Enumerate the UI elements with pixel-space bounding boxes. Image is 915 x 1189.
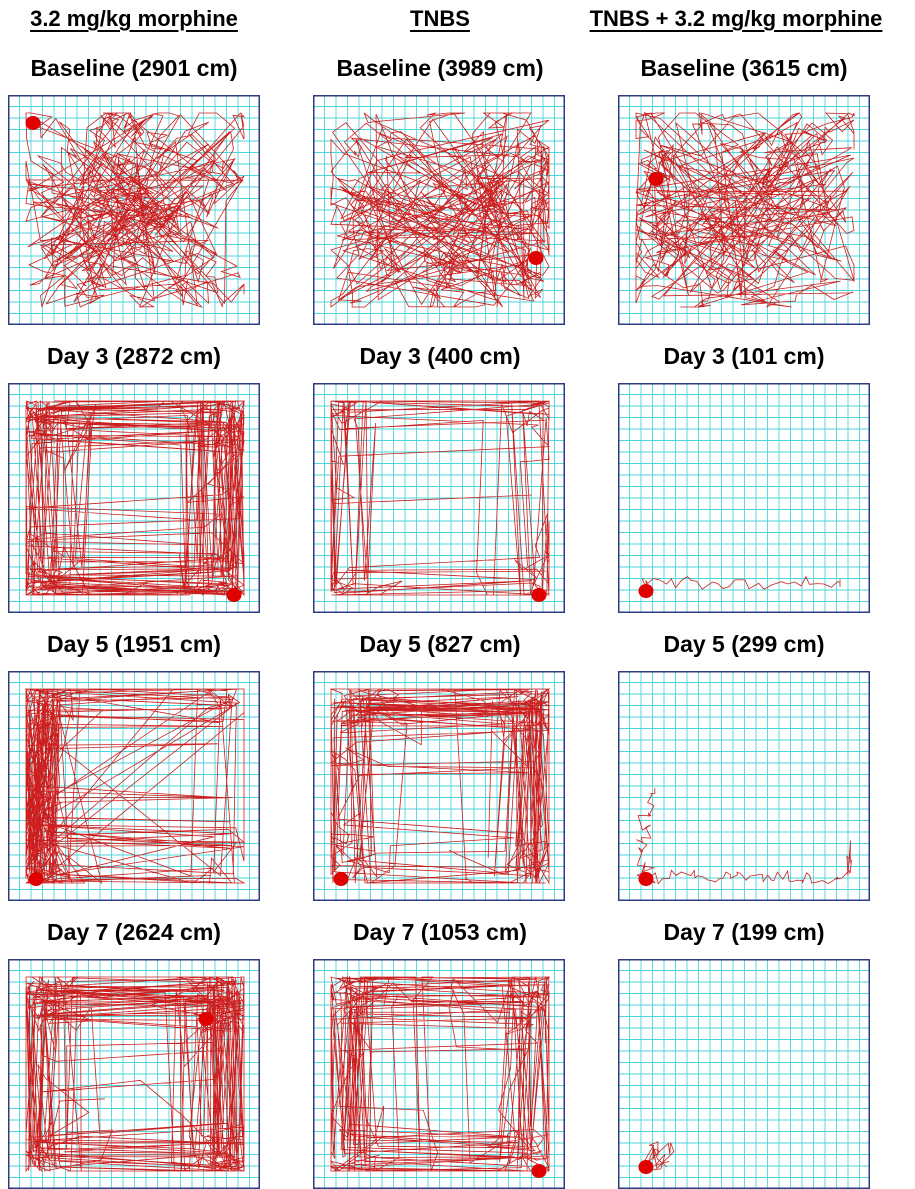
panel-title: Day 5 (299 cm) [663,631,825,657]
movement-trace-panel [618,671,870,901]
arena-svg [618,671,870,901]
movement-track [635,111,855,308]
movement-track [25,976,245,1173]
start-position-marker [25,116,41,130]
arena-svg [618,383,870,613]
movement-trace-panel [313,959,565,1189]
arena-border [618,383,870,613]
movement-track [329,687,551,885]
movement-trace-panel [8,959,260,1189]
start-position-marker [638,872,654,886]
arena-svg [8,95,260,325]
start-position-marker [648,172,664,186]
arena-border [8,383,260,613]
arena-svg [313,383,565,613]
arena-border [8,671,260,901]
movement-trace-panel [8,383,260,613]
movement-trace-panel [313,383,565,613]
movement-track [330,112,550,308]
movement-track [24,399,246,597]
arena-border [313,383,565,613]
panel-title: Baseline (3615 cm) [640,55,848,81]
movement-trace-panel [313,95,565,325]
panel-title: Day 5 (827 cm) [359,631,521,657]
movement-trace-panel [618,959,870,1189]
movement-track [330,400,550,596]
movement-track [641,575,841,591]
panel-title: Day 7 (2624 cm) [47,919,221,945]
panel-title: Day 7 (199 cm) [663,919,825,945]
arena-svg [313,671,565,901]
arena-border [618,671,870,901]
movement-trace-panel [313,671,565,901]
movement-trace-panel [8,95,260,325]
start-position-marker [198,1012,214,1026]
start-position-marker [638,1160,654,1174]
arena-border [8,95,260,325]
arena-border [313,95,565,325]
arena-grid [618,383,870,613]
column-header-morphine: 3.2 mg/kg morphine [30,6,238,31]
movement-trace-panel [618,95,870,325]
panel-title: Day 5 (1951 cm) [47,631,221,657]
start-position-marker [528,251,544,265]
start-position-marker [531,588,547,602]
panel-title: Baseline (3989 cm) [336,55,544,81]
column-header-tnbs-morphine: TNBS + 3.2 mg/kg morphine [589,6,883,31]
movement-track [636,787,852,885]
panel-title: Day 3 (2872 cm) [47,343,221,369]
movement-trace-panel [8,671,260,901]
panel-title: Baseline (2901 cm) [30,55,238,81]
panel-title: Day 3 (400 cm) [359,343,521,369]
arena-svg [618,95,870,325]
start-position-marker [28,872,44,886]
arena-svg [8,959,260,1189]
arena-svg [313,95,565,325]
movement-track [24,688,246,885]
movement-track [329,975,550,1172]
movement-trace-panel [618,383,870,613]
arena-grid [618,959,870,1189]
arena-svg [313,959,565,1189]
arena-border [313,671,565,901]
start-position-marker [226,588,242,602]
movement-track [25,111,246,308]
column-header-tnbs: TNBS [410,6,470,31]
arena-svg [618,959,870,1189]
panel-title: Day 3 (101 cm) [663,343,825,369]
start-position-marker [638,584,654,598]
arena-border [618,95,870,325]
arena-svg [8,671,260,901]
start-position-marker [531,1164,547,1178]
panel-title: Day 7 (1053 cm) [353,919,527,945]
start-position-marker [333,872,349,886]
arena-grid [618,671,870,901]
arena-svg [8,383,260,613]
